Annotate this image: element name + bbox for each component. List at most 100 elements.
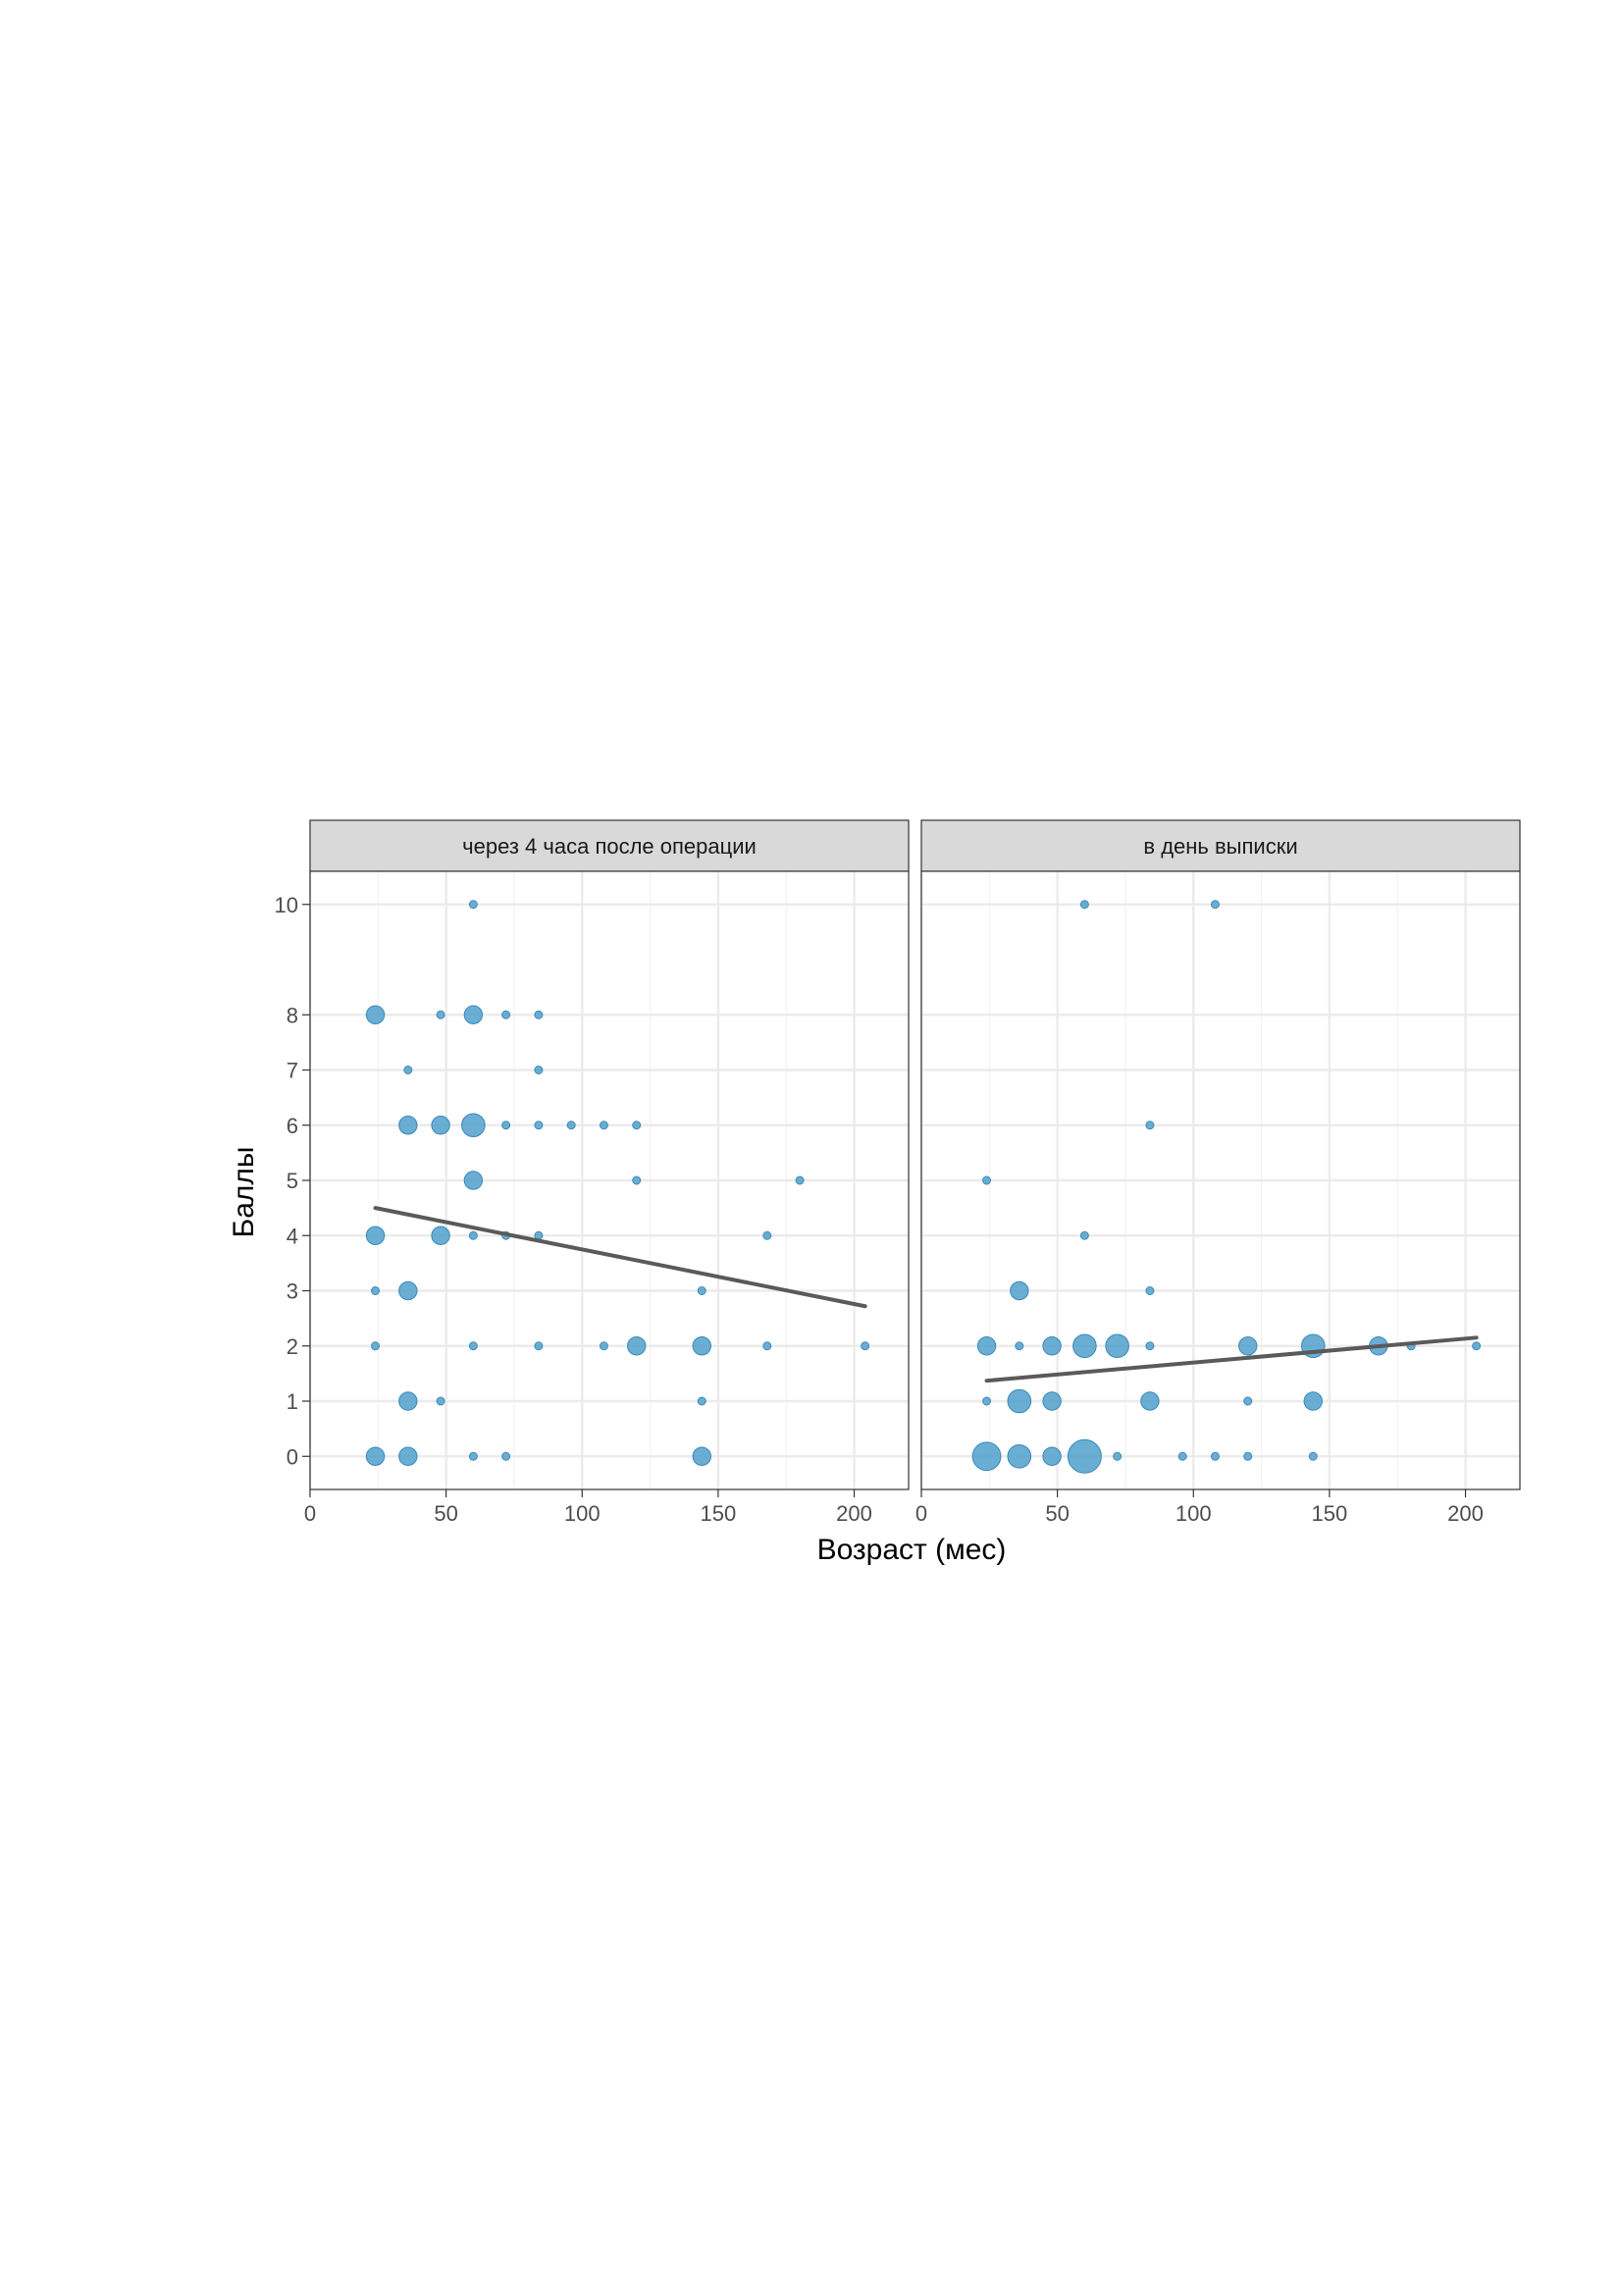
data-point bbox=[1238, 1336, 1258, 1356]
data-point bbox=[566, 1121, 576, 1130]
y-tick-label: 0 bbox=[287, 1444, 298, 1469]
data-point bbox=[1042, 1446, 1062, 1466]
data-point bbox=[627, 1336, 647, 1356]
data-point bbox=[692, 1336, 711, 1356]
data-point bbox=[599, 1341, 608, 1351]
panel-strip bbox=[920, 819, 1521, 872]
data-point bbox=[1007, 1443, 1032, 1469]
data-point bbox=[365, 1446, 386, 1466]
data-point bbox=[692, 1446, 711, 1466]
data-point bbox=[1210, 900, 1220, 910]
y-tick-label: 2 bbox=[287, 1334, 298, 1359]
y-tick-label: 7 bbox=[287, 1059, 298, 1083]
data-point bbox=[501, 1010, 511, 1019]
panel-title: в день выписки bbox=[1143, 834, 1297, 859]
data-point bbox=[861, 1341, 870, 1351]
data-point bbox=[1072, 1333, 1097, 1359]
data-point bbox=[1079, 1230, 1089, 1240]
trend-line bbox=[373, 1206, 867, 1309]
data-point bbox=[468, 1230, 478, 1240]
data-point bbox=[1308, 1451, 1318, 1461]
y-tick-label: 10 bbox=[275, 893, 298, 917]
y-tick-label: 6 bbox=[287, 1114, 298, 1138]
data-point bbox=[762, 1230, 772, 1240]
data-point bbox=[1145, 1121, 1155, 1130]
data-point bbox=[697, 1396, 706, 1406]
data-point bbox=[436, 1396, 445, 1406]
x-tick-label: 200 bbox=[836, 1501, 872, 1526]
points-group bbox=[365, 900, 870, 1466]
data-point bbox=[632, 1175, 642, 1185]
data-point bbox=[534, 1121, 544, 1130]
x-tick-label: 0 bbox=[915, 1501, 927, 1526]
data-point bbox=[463, 1005, 484, 1024]
data-point bbox=[976, 1336, 997, 1356]
data-point bbox=[1177, 1451, 1187, 1461]
data-point bbox=[1303, 1391, 1323, 1411]
data-point bbox=[1145, 1286, 1155, 1295]
panel-border bbox=[920, 870, 1521, 1490]
data-point bbox=[982, 1396, 992, 1406]
facet-panel-1: через 4 часа после операции 0 50 100 150 200 0… bbox=[275, 819, 910, 1526]
data-point bbox=[365, 1226, 386, 1245]
data-point bbox=[461, 1113, 486, 1138]
data-point bbox=[398, 1446, 418, 1466]
y-tick-label: 1 bbox=[287, 1389, 298, 1414]
data-point bbox=[1210, 1451, 1220, 1461]
data-point bbox=[1105, 1333, 1129, 1359]
data-point bbox=[431, 1116, 450, 1135]
data-point bbox=[762, 1341, 772, 1351]
trend-line bbox=[984, 1335, 1479, 1383]
data-point bbox=[599, 1121, 608, 1130]
y-tick-label: 4 bbox=[287, 1224, 298, 1248]
data-point bbox=[632, 1121, 642, 1130]
data-point bbox=[403, 1066, 413, 1074]
data-point bbox=[534, 1066, 544, 1074]
data-point bbox=[697, 1286, 706, 1295]
x-tick-label: 50 bbox=[434, 1501, 457, 1526]
data-point bbox=[1145, 1341, 1155, 1351]
data-point bbox=[436, 1010, 445, 1019]
data-point bbox=[1140, 1391, 1160, 1411]
x-tick-label: 100 bbox=[564, 1501, 601, 1526]
data-point bbox=[1042, 1391, 1062, 1411]
facet-panel-2: в день выписки 0 50 100 150 200 bbox=[915, 819, 1521, 1526]
panel-strip bbox=[309, 819, 910, 872]
data-point bbox=[534, 1010, 544, 1019]
y-tick-label: 8 bbox=[287, 1003, 298, 1027]
x-axis-title: Возраст (мес) bbox=[817, 1534, 1007, 1566]
data-point bbox=[982, 1175, 992, 1185]
data-point bbox=[501, 1451, 511, 1461]
data-point bbox=[468, 1451, 478, 1461]
data-point bbox=[1007, 1388, 1032, 1414]
data-point bbox=[468, 900, 478, 910]
points-group bbox=[971, 900, 1482, 1474]
data-point bbox=[468, 1341, 478, 1351]
data-point bbox=[1243, 1451, 1253, 1461]
data-point bbox=[371, 1341, 381, 1351]
data-point bbox=[1042, 1336, 1062, 1356]
x-tick-label: 200 bbox=[1447, 1501, 1484, 1526]
data-point bbox=[501, 1121, 511, 1130]
x-tick-label: 50 bbox=[1045, 1501, 1069, 1526]
y-tick-label: 3 bbox=[287, 1279, 298, 1304]
x-tick-label: 150 bbox=[701, 1501, 737, 1526]
panel-title: через 4 часа после операции bbox=[462, 834, 757, 859]
data-point bbox=[1113, 1451, 1123, 1461]
x-tick-label: 100 bbox=[1176, 1501, 1212, 1526]
x-tick-label: 0 bbox=[304, 1501, 316, 1526]
data-point bbox=[1067, 1438, 1102, 1474]
y-tick-label: 5 bbox=[287, 1169, 298, 1193]
data-point bbox=[371, 1286, 381, 1295]
data-point bbox=[398, 1116, 418, 1135]
x-tick-label: 150 bbox=[1312, 1501, 1348, 1526]
data-point bbox=[1243, 1396, 1253, 1406]
data-point bbox=[398, 1280, 418, 1301]
data-point bbox=[1015, 1341, 1024, 1351]
data-point bbox=[1472, 1341, 1482, 1351]
data-point bbox=[1079, 900, 1089, 910]
data-point bbox=[534, 1341, 544, 1351]
data-point bbox=[431, 1226, 450, 1245]
